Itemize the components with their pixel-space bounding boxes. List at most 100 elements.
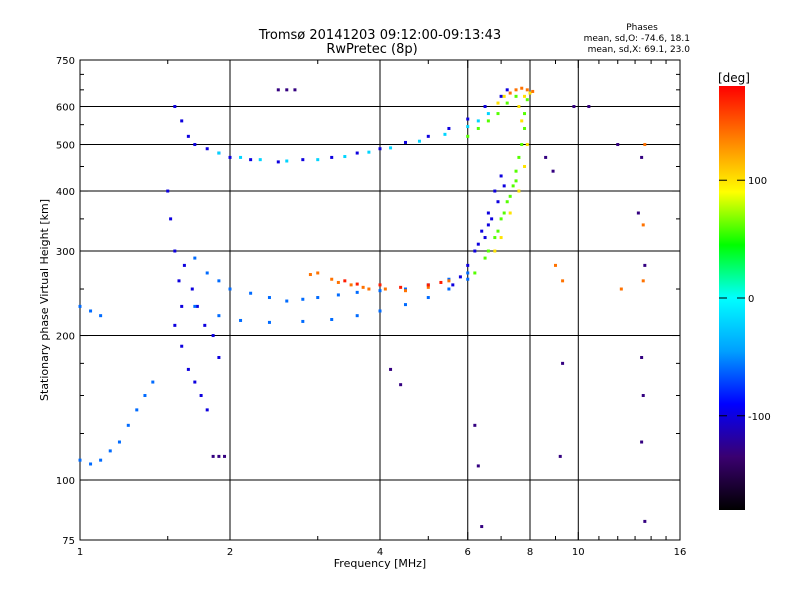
data-point	[330, 277, 334, 281]
data-point	[203, 323, 207, 327]
data-point	[330, 155, 334, 159]
data-point	[643, 519, 647, 523]
data-point	[511, 184, 515, 188]
data-point	[531, 89, 535, 93]
phase-stats-x: mean, sd,X: 69.1, 23.0	[588, 45, 691, 55]
data-point	[180, 119, 184, 123]
y-tick-label: 500	[56, 141, 75, 152]
data-point	[239, 318, 243, 322]
x-tick-label: 1	[77, 547, 83, 558]
data-point	[301, 297, 305, 301]
data-point	[493, 189, 497, 193]
data-point	[502, 94, 506, 98]
data-point	[486, 119, 490, 123]
data-point	[217, 279, 221, 283]
data-point	[276, 88, 280, 92]
data-point	[99, 458, 103, 462]
chart-title: Tromsø 20141203 09:12:00-09:13:43	[258, 28, 501, 43]
data-point	[525, 88, 529, 92]
data-point	[276, 160, 280, 164]
data-point	[551, 169, 555, 173]
data-point	[166, 189, 170, 193]
data-point	[135, 408, 139, 412]
data-point	[217, 314, 221, 318]
x-tick-label: 10	[572, 547, 585, 558]
data-point	[643, 143, 647, 147]
data-point	[447, 287, 451, 291]
data-point	[258, 158, 262, 162]
data-point	[177, 279, 181, 283]
data-point	[403, 303, 407, 307]
data-point	[508, 211, 512, 215]
colorbar-tick-label: -100	[748, 412, 771, 423]
data-point	[466, 277, 470, 281]
x-tick-label: 2	[227, 547, 233, 558]
data-point	[399, 383, 403, 387]
data-point	[417, 139, 421, 143]
data-point	[190, 287, 194, 291]
data-point	[193, 380, 197, 384]
data-point	[267, 296, 271, 300]
data-point	[505, 88, 509, 92]
data-point	[403, 287, 407, 291]
y-tick-label: 200	[56, 332, 75, 343]
data-point	[426, 283, 430, 287]
data-point	[520, 143, 524, 147]
data-point	[502, 211, 506, 215]
data-point	[199, 394, 203, 398]
data-points	[78, 86, 647, 529]
data-point	[211, 334, 215, 338]
axis-ticks: 1 2 4 6 8 10 16 75 100 200 300 400 500 600 750	[56, 56, 686, 558]
data-point	[486, 223, 490, 227]
data-point	[108, 449, 112, 453]
data-point	[217, 151, 221, 155]
data-point	[399, 285, 403, 289]
data-point	[186, 134, 190, 138]
data-point	[173, 323, 177, 327]
data-point	[486, 211, 490, 215]
data-point	[211, 454, 215, 458]
x-axis-label: Frequency [MHz]	[334, 557, 426, 570]
data-point	[486, 249, 490, 253]
data-point	[483, 256, 487, 260]
data-point	[473, 271, 477, 275]
data-point	[336, 280, 340, 284]
data-point	[447, 279, 451, 283]
data-point	[523, 126, 527, 130]
data-point	[285, 88, 289, 92]
data-point	[89, 309, 93, 313]
x-tick-label: 6	[465, 547, 471, 558]
data-point	[426, 296, 430, 300]
data-point	[169, 217, 173, 221]
colorbar-ticks: 100 0 -100	[719, 176, 771, 423]
data-point	[505, 101, 509, 105]
data-point	[195, 304, 199, 308]
data-point	[505, 200, 509, 204]
data-point	[525, 143, 529, 147]
grid-lines	[80, 60, 680, 540]
data-point	[466, 263, 470, 267]
phase-stats-o: mean, sd,O: -74.6, 18.1	[584, 34, 690, 44]
data-point	[389, 367, 393, 371]
data-point	[426, 285, 430, 289]
data-point	[490, 217, 494, 221]
y-tick-label: 100	[56, 476, 75, 487]
data-point	[378, 309, 382, 313]
data-point	[520, 119, 524, 123]
data-point	[508, 91, 512, 95]
data-point	[316, 271, 320, 275]
data-point	[117, 440, 121, 444]
data-point	[473, 249, 477, 253]
data-point	[553, 263, 557, 267]
data-point	[493, 236, 497, 240]
data-point	[239, 155, 243, 159]
data-point	[316, 158, 320, 162]
data-point	[466, 117, 470, 121]
data-point	[403, 140, 407, 144]
data-point	[517, 155, 521, 159]
data-point	[143, 394, 147, 398]
data-point	[217, 454, 221, 458]
data-point	[520, 86, 524, 90]
y-tick-label: 600	[56, 103, 75, 114]
y-tick-label: 300	[56, 247, 75, 258]
